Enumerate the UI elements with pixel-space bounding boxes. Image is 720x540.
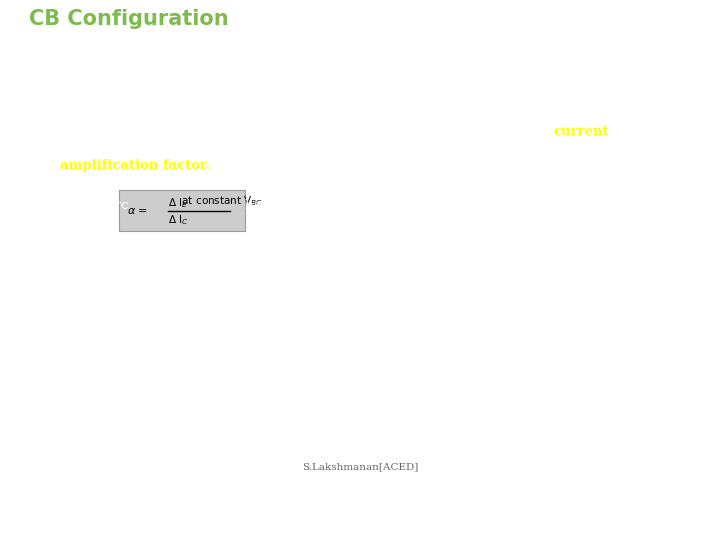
Text: ►: ► (36, 57, 46, 70)
Text: and V$_{CB}$ .There are two potentiometers R1 and R2 to vary the supply voltages: and V$_{CB}$ .There are two potentiomete… (60, 375, 610, 392)
Text: CB Configuration: CB Configuration (29, 9, 228, 29)
Text: haracteristic of an NPN transistor is shown.: haracteristic of an NPN transistor is sh… (245, 199, 541, 212)
FancyBboxPatch shape (119, 190, 246, 231)
Text: output current is the collector current I. The ratio of change in collector curr: output current is the collector current … (60, 91, 616, 104)
Text: $\Delta$ I$_C$: $\Delta$ I$_C$ (168, 213, 188, 227)
Text: the emitter and the collector currents mull ammeters are connected in series wit: the emitter and the collector currents m… (60, 267, 638, 280)
Text: at constant V$_{BC}$: at constant V$_{BC}$ (175, 194, 263, 208)
Text: and V$_{BE}$.: and V$_{BE}$. (60, 409, 117, 425)
Text: emitter and the collector circuits.: emitter and the collector circuits. (60, 301, 285, 314)
Text: In a common base configuration, the input current is the emitter current. and th: In a common base configuration, the inpu… (60, 57, 607, 70)
Text: ►: ► (36, 341, 46, 354)
Text: the change in emitter current at constant collector-base voltage is called: the change in emitter current at constan… (60, 125, 554, 138)
Text: A test circ: A test circ (60, 199, 128, 212)
Text: In this circuit, base is common to both the input and the output circuits. To me: In this circuit, base is common to both … (60, 233, 625, 246)
Text: $\alpha$ =: $\alpha$ = (127, 206, 148, 215)
Text: amplification factor.: amplification factor. (60, 159, 210, 172)
Text: current: current (554, 125, 608, 138)
Text: $\Delta$ I$_E$: $\Delta$ I$_E$ (168, 196, 188, 210)
Text: ►: ► (36, 199, 46, 212)
Text: Voltmeters are connected across the input and the output circuits to measure V$_: Voltmeters are connected across the inpu… (60, 341, 612, 357)
Text: S.Lakshmanan[ACED]: S.Lakshmanan[ACED] (302, 463, 418, 472)
